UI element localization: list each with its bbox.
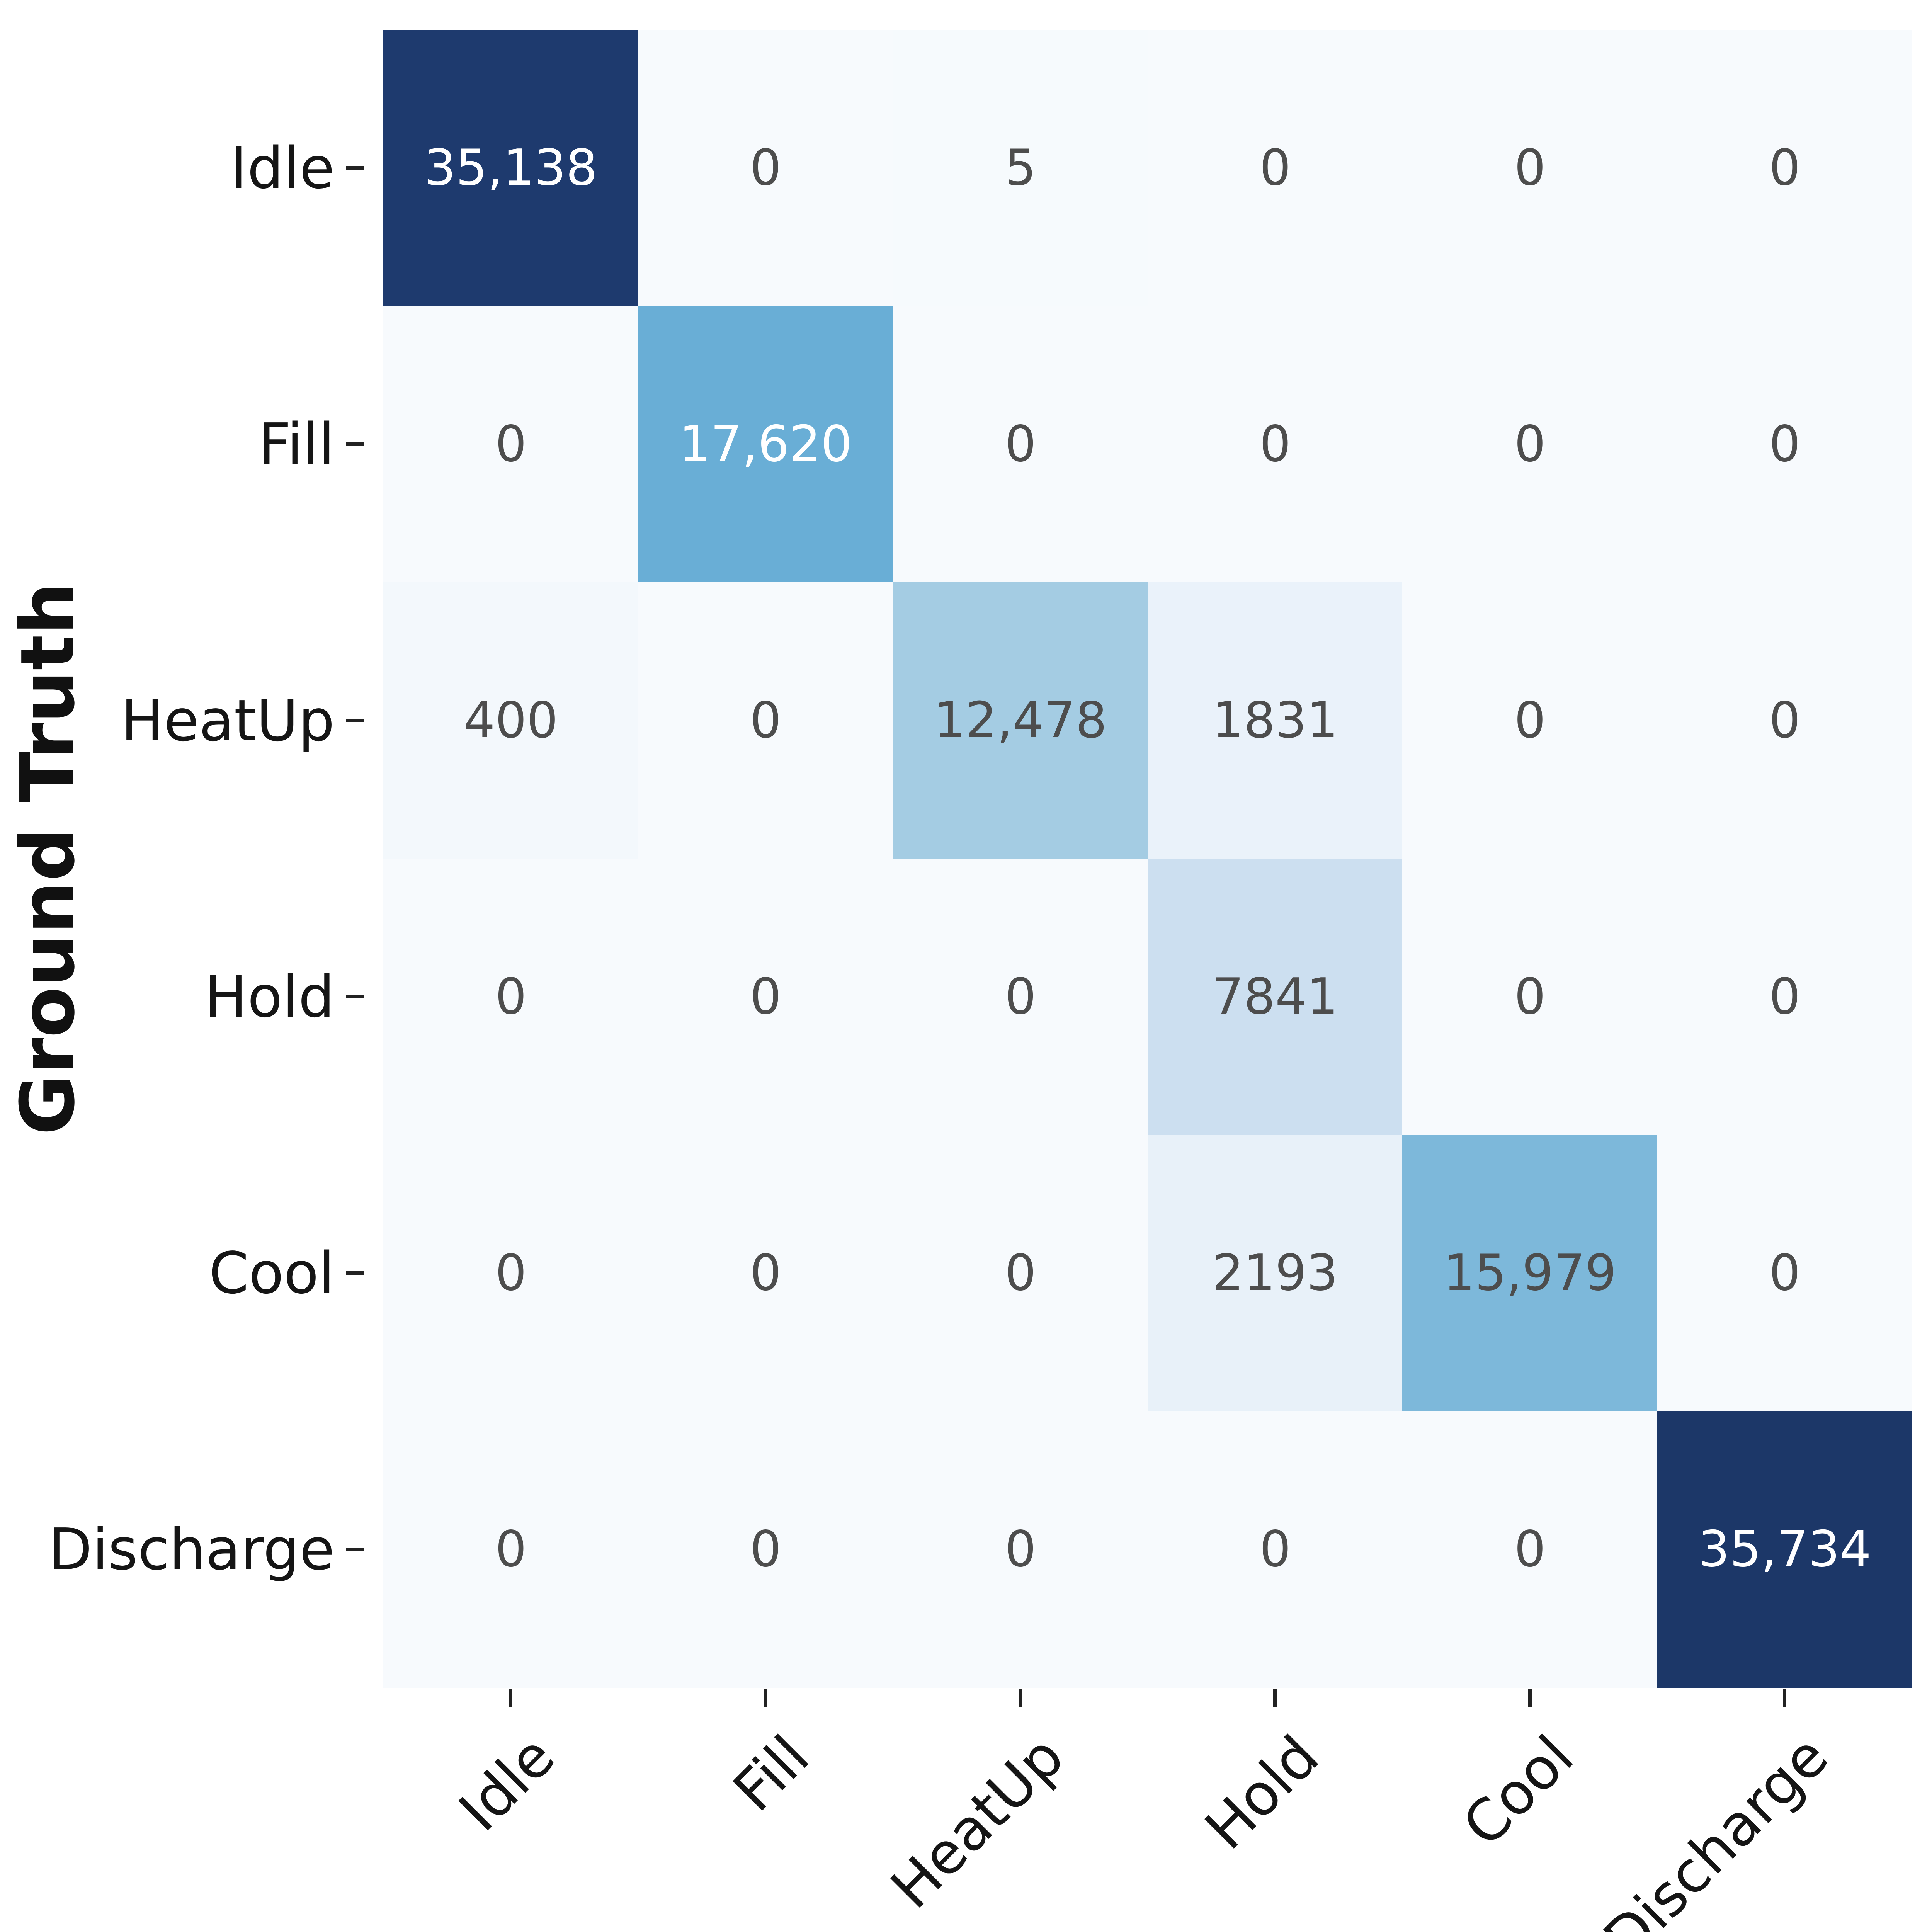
heatmap-cell: 0: [1657, 582, 1912, 859]
heatmap-cell: 0: [638, 1411, 893, 1688]
heatmap-cell: 0: [1657, 306, 1912, 583]
heatmap-cell: 0: [1148, 30, 1403, 306]
y-tick-label: Fill: [258, 411, 335, 478]
cell-value-label: 0: [1769, 968, 1801, 1026]
cell-value-label: 0: [1514, 415, 1546, 473]
cell-value-label: 0: [1769, 1244, 1801, 1302]
y-tick-mark: [346, 166, 364, 170]
heatmap-cell: 0: [1402, 30, 1658, 306]
heatmap-cell: 0: [1402, 859, 1658, 1135]
heatmap-cell: 0: [893, 1135, 1148, 1412]
cell-value-label: 12,478: [934, 692, 1107, 749]
y-tick-mark: [346, 442, 364, 446]
heatmap-cell: 12,478: [893, 582, 1148, 859]
cell-value-label: 7841: [1212, 968, 1338, 1026]
cell-value-label: 0: [1005, 1244, 1036, 1302]
cell-value-label: 0: [1514, 139, 1546, 197]
heatmap-cell: 0: [1657, 1135, 1912, 1412]
cell-value-label: 0: [1514, 968, 1546, 1026]
heatmap-cell: 2193: [1148, 1135, 1403, 1412]
x-axis-title: Detected Stage: [0, 1926, 1932, 1932]
cell-value-label: 0: [750, 1520, 782, 1578]
heatmap-cell: 0: [1657, 859, 1912, 1135]
cell-value-label: 35,734: [1698, 1520, 1871, 1578]
y-tick-mark: [346, 1548, 364, 1551]
x-tick-mark: [1782, 1689, 1786, 1707]
cell-value-label: 0: [1259, 415, 1291, 473]
cell-value-label: 0: [1259, 139, 1291, 197]
cell-value-label: 0: [495, 415, 527, 473]
heatmap-cell: 15,979: [1402, 1135, 1658, 1412]
heatmap-cell: 0: [638, 1135, 893, 1412]
y-tick-mark: [346, 995, 364, 998]
x-tick-mark: [1273, 1689, 1277, 1707]
cell-value-label: 0: [750, 968, 782, 1026]
cell-value-label: 0: [1005, 415, 1036, 473]
x-tick-mark: [1018, 1689, 1022, 1707]
y-axis-title: Ground Truth: [5, 582, 91, 1135]
heatmap-cell: 400: [383, 582, 639, 859]
cell-value-label: 2193: [1212, 1244, 1338, 1302]
heatmap-cell: 0: [1148, 306, 1403, 583]
heatmap-cell: 0: [638, 582, 893, 859]
y-tick-label: Cool: [209, 1240, 335, 1306]
cell-value-label: 0: [1005, 1520, 1036, 1578]
heatmap-cell: 0: [1402, 306, 1658, 583]
cell-value-label: 35,138: [424, 139, 598, 197]
heatmap-cell: 35,734: [1657, 1411, 1912, 1688]
heatmap-cell: 0: [1402, 1411, 1658, 1688]
cell-value-label: 0: [1514, 692, 1546, 749]
y-tick-label: HeatUp: [121, 687, 335, 754]
heatmap-cell: 5: [893, 30, 1148, 306]
heatmap-cell: 1831: [1148, 582, 1403, 859]
cell-value-label: 0: [750, 692, 782, 749]
y-tick-label: Hold: [204, 963, 335, 1030]
heatmap-cell: 0: [383, 1135, 639, 1412]
cell-value-label: 400: [464, 692, 558, 749]
cell-value-label: 0: [1514, 1520, 1546, 1578]
cell-value-label: 0: [1769, 139, 1801, 197]
x-tick-label: Cool: [1450, 1723, 1586, 1859]
cell-value-label: 0: [1259, 1520, 1291, 1578]
y-tick-label: Idle: [230, 134, 335, 201]
heatmap-cell: 17,620: [638, 306, 893, 583]
cell-value-label: 0: [750, 1244, 782, 1302]
cell-value-label: 5: [1005, 139, 1036, 197]
cell-value-label: 0: [495, 968, 527, 1026]
cell-value-label: 0: [1769, 692, 1801, 749]
x-tick-label: HeatUp: [878, 1723, 1077, 1922]
x-tick-mark: [1528, 1689, 1532, 1707]
heatmap-cell: 0: [893, 859, 1148, 1135]
cell-value-label: 0: [495, 1244, 527, 1302]
heatmap-cell: 0: [893, 306, 1148, 583]
x-tick-mark: [764, 1689, 767, 1707]
x-tick-label: Idle: [446, 1723, 567, 1844]
heatmap-cell: 0: [383, 1411, 639, 1688]
heatmap-cell: 0: [383, 306, 639, 583]
cell-value-label: 0: [750, 139, 782, 197]
heatmap-cell: 0: [383, 859, 639, 1135]
y-tick-label: Discharge: [48, 1516, 335, 1583]
x-tick-mark: [509, 1689, 513, 1707]
cell-value-label: 17,620: [679, 415, 852, 473]
heatmap-cell: 7841: [1148, 859, 1403, 1135]
heatmap-cell: 0: [1402, 582, 1658, 859]
heatmap-cell: 0: [638, 859, 893, 1135]
x-tick-label: Fill: [721, 1723, 822, 1824]
cell-value-label: 0: [1769, 415, 1801, 473]
y-tick-mark: [346, 1271, 364, 1275]
heatmap-cell: 35,138: [383, 30, 639, 306]
heatmap-cell: 0: [893, 1411, 1148, 1688]
x-tick-label: Hold: [1192, 1723, 1332, 1862]
cell-value-label: 1831: [1212, 692, 1338, 749]
y-tick-mark: [346, 719, 364, 722]
x-tick-label: Discharge: [1591, 1723, 1841, 1932]
heatmap-cell: 0: [638, 30, 893, 306]
heatmap-cell: 0: [1148, 1411, 1403, 1688]
cell-value-label: 0: [495, 1520, 527, 1578]
heatmap-cell: 0: [1657, 30, 1912, 306]
cell-value-label: 15,979: [1443, 1244, 1617, 1302]
cell-value-label: 0: [1005, 968, 1036, 1026]
